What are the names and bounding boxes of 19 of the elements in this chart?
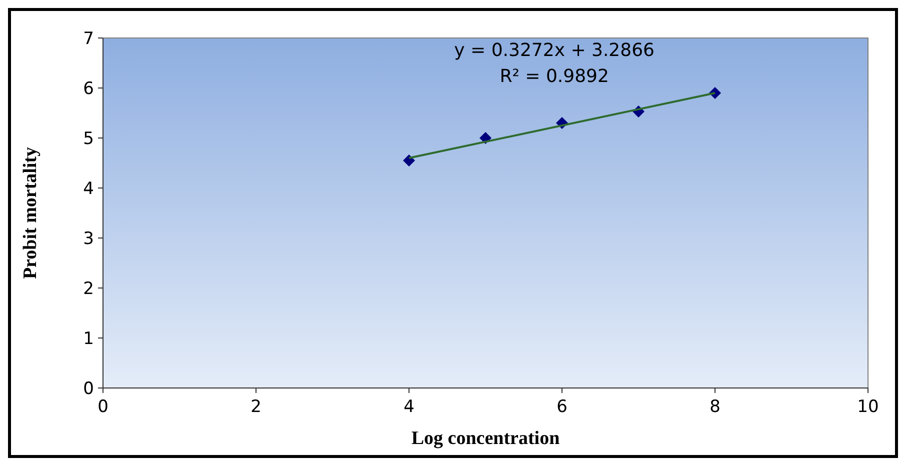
y-axis-title: Probit mortality: [20, 146, 41, 280]
y-tick-label: 7: [83, 28, 94, 49]
x-tick-label: 10: [857, 397, 879, 417]
annotation: R² = 0.9892: [500, 66, 609, 87]
annotation: y = 0.3272x + 3.2866: [454, 40, 655, 61]
x-tick-label: 8: [710, 397, 720, 417]
y-tick-label: 5: [83, 128, 94, 149]
x-axis-title: Log concentration: [411, 428, 560, 449]
x-tick-label: 4: [404, 397, 414, 417]
y-tick-label: 0: [83, 378, 94, 399]
y-tick-label: 1: [83, 328, 94, 349]
y-tick-label: 6: [83, 78, 94, 99]
y-tick-label: 4: [83, 178, 94, 199]
point: [403, 154, 415, 166]
x-tick-label: 2: [250, 397, 262, 417]
x-tick-label: 6: [556, 397, 568, 417]
x-tick-label: 0: [98, 397, 108, 417]
y-tick-label: 2: [83, 278, 94, 299]
y-tick-label: 3: [83, 228, 94, 249]
